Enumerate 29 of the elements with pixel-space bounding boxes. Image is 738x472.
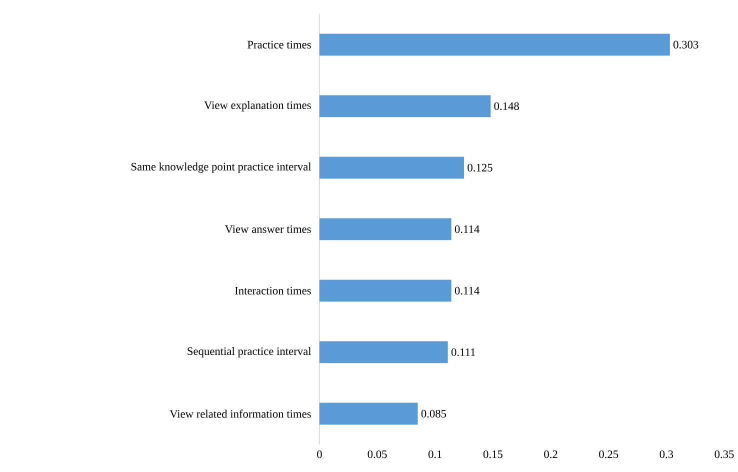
x-tick-label: 0.2	[544, 450, 558, 458]
x-tick-label: 0.1	[428, 450, 442, 458]
data-label: 0.114	[454, 225, 480, 233]
data-label: 0.111	[451, 348, 476, 356]
data-label: 0.303	[674, 40, 698, 48]
y-tick-label: View explanation times	[204, 100, 311, 112]
data-label: 0.125	[468, 164, 492, 172]
bar	[319, 34, 670, 56]
bar	[319, 341, 448, 363]
data-label: 0.085	[421, 410, 446, 418]
x-tick-label: 0.35	[714, 450, 734, 458]
data-label: 0.114	[454, 286, 480, 294]
x-tick-label: 0.05	[368, 450, 387, 458]
y-tick-label: Interaction times	[234, 286, 311, 294]
data-label: 0.148	[494, 102, 519, 110]
bar	[319, 218, 452, 240]
x-tick-label: 0.15	[483, 450, 502, 458]
x-tick-label: 0.25	[599, 450, 618, 458]
bar	[319, 280, 452, 302]
y-tick-label: View related information times	[170, 410, 311, 418]
y-tick-label: Practice times	[248, 40, 311, 48]
x-tick-label: 0	[317, 450, 322, 458]
bar	[319, 402, 418, 425]
y-tick-label: View answer times	[224, 225, 311, 233]
x-tick-label: 0.3	[660, 450, 674, 458]
y-tick-label: Sequential practice interval	[188, 346, 312, 358]
bar	[319, 156, 464, 178]
bar	[319, 95, 491, 117]
y-tick-label: Same knowledge point practice interval	[131, 162, 312, 173]
